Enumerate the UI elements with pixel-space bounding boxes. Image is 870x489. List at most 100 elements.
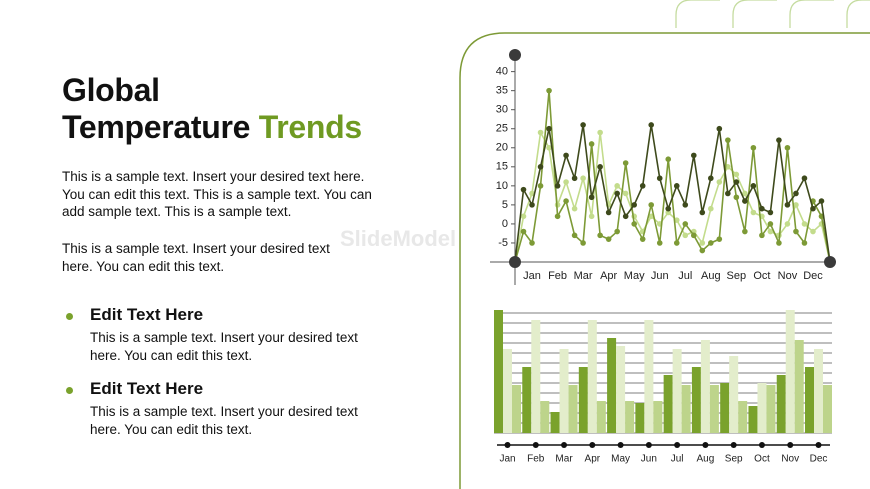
data-point [571,232,578,239]
x-tick-label: Jul [678,270,692,282]
data-point [673,183,680,189]
bar [503,349,512,433]
data-point [563,152,569,159]
data-point [716,125,723,132]
data-point [716,179,723,185]
x-tick-label: Jun [641,454,657,465]
data-point [699,240,706,246]
bar [550,412,560,433]
axis-dot [589,442,596,448]
bar [578,367,588,433]
data-point [767,209,774,216]
y-tick-label: 10 [496,180,508,192]
data-point [546,125,552,132]
data-point [529,190,535,197]
data-point [622,190,629,197]
axis-dot [645,442,652,448]
bar [522,367,532,433]
data-point [793,190,799,197]
bar [559,349,569,433]
data-point [563,179,569,185]
x-tick-label: Feb [548,270,567,282]
x-tick-label: Oct [753,270,770,282]
y-tick-label: 30 [496,104,508,116]
data-point [529,240,535,246]
paragraph: This is a sample text. Insert your desir… [62,169,372,219]
data-point [597,129,603,136]
x-tick-label: Dec [810,454,828,465]
data-point [546,87,552,94]
data-point [708,205,714,212]
data-point [767,221,774,227]
x-tick-label: Jan [523,270,541,282]
x-tick-label: Nov [778,270,798,282]
x-tick-label: Feb [527,454,545,465]
x-tick-label: Mar [555,454,573,465]
data-point [673,240,680,246]
data-point [784,144,791,151]
data-point [614,228,620,235]
x-tick-label: Jan [499,454,515,465]
data-point [537,129,544,136]
bar [512,385,521,433]
data-point [682,202,689,208]
axis-dot [730,442,737,448]
data-point [801,175,808,182]
data-point [665,156,672,162]
data-point [750,209,757,216]
bullet-dot [66,387,73,394]
data-point [580,175,586,182]
line-series [514,124,831,263]
data-point [776,240,782,246]
data-point [682,221,689,227]
watermark: SlideModel [340,226,456,251]
bar [681,385,691,433]
x-tick-label: Jun [651,270,669,282]
bar [785,310,795,433]
bar [587,320,597,433]
data-point [810,205,816,212]
axis-dot [758,442,765,448]
card-frame [459,32,870,489]
data-point [639,236,646,242]
bullet: Edit Text Here This is a sample text. Ins… [62,305,362,364]
data-point [648,202,655,208]
data-point [665,205,672,212]
bar [729,356,739,433]
data-point [588,194,595,201]
data-point [682,232,689,239]
bar [720,383,730,433]
data-point [801,221,808,227]
x-tick-label: Apr [600,270,617,282]
x-tick-label: Dec [803,270,823,282]
data-point [614,183,620,189]
bar [672,349,682,433]
bar [794,340,804,433]
axis-dot [674,442,681,448]
data-point [759,205,765,212]
data-point [733,179,740,185]
data-point [622,160,629,166]
x-tick-label: Aug [697,454,715,465]
axis-dot [504,442,511,448]
bar [635,403,645,433]
data-point [588,213,595,220]
bullet: Edit Text Here This is a sample text. Ins… [62,379,362,438]
data-point [776,137,782,143]
bar [700,340,710,433]
bar [823,385,832,433]
y-tick-label: -5 [498,237,508,249]
data-point [708,175,714,182]
bar [616,346,626,433]
x-tick-label: May [611,454,630,465]
bar [494,310,503,433]
paragraph: This is a sample text. Insert your desir… [62,241,330,274]
data-point [648,122,655,128]
data-point [708,240,714,246]
data-point [793,202,799,208]
bar [691,367,701,433]
data-point [690,232,697,239]
data-point [725,190,731,197]
bar [805,367,814,433]
